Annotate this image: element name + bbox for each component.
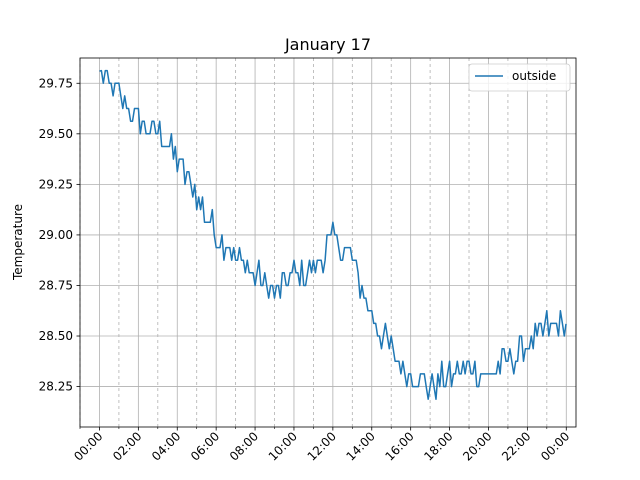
x-tick-label: 16:00 [382,429,416,463]
grid-lines [79,58,576,427]
x-tick-label: 22:00 [499,429,533,463]
x-tick-label: 00:00 [538,429,572,463]
y-tick-label: 28.75 [39,278,73,292]
y-tick-label: 29.50 [39,127,73,141]
y-axis: 28.25 28.50 28.75 29.00 29.25 29.50 29.75 [39,76,80,394]
x-tick-label: 08:00 [227,429,261,463]
legend-label: outside [512,69,556,83]
y-tick-label: 28.25 [39,380,73,394]
legend: outside [468,63,571,92]
x-tick-label: 14:00 [344,429,378,463]
y-tick-label: 29.25 [39,177,73,191]
x-tick-label: 18:00 [421,429,455,463]
legend-box [468,63,571,92]
series-line-outside [99,69,567,400]
y-axis-label: Temperature [11,204,25,281]
series-layer [99,69,567,400]
x-tick-label: 10:00 [266,429,300,463]
y-tick-label: 29.00 [39,228,73,242]
x-tick-label: 12:00 [305,429,339,463]
x-tick-label: 00:00 [71,429,105,463]
y-tick-label: 29.75 [39,76,73,90]
x-tick-label: 06:00 [188,429,222,463]
x-axis: 00:00 02:00 04:00 06:00 08:00 10:00 12:00 14:00… [71,427,572,464]
x-tick-label: 20:00 [460,429,494,463]
x-tick-label: 04:00 [149,429,183,463]
x-tick-label: 02:00 [110,429,144,463]
plot-background [80,58,576,427]
plot-frame [79,57,577,428]
y-tick-label: 28.50 [39,329,73,343]
chart-title: January 17 [284,35,371,54]
